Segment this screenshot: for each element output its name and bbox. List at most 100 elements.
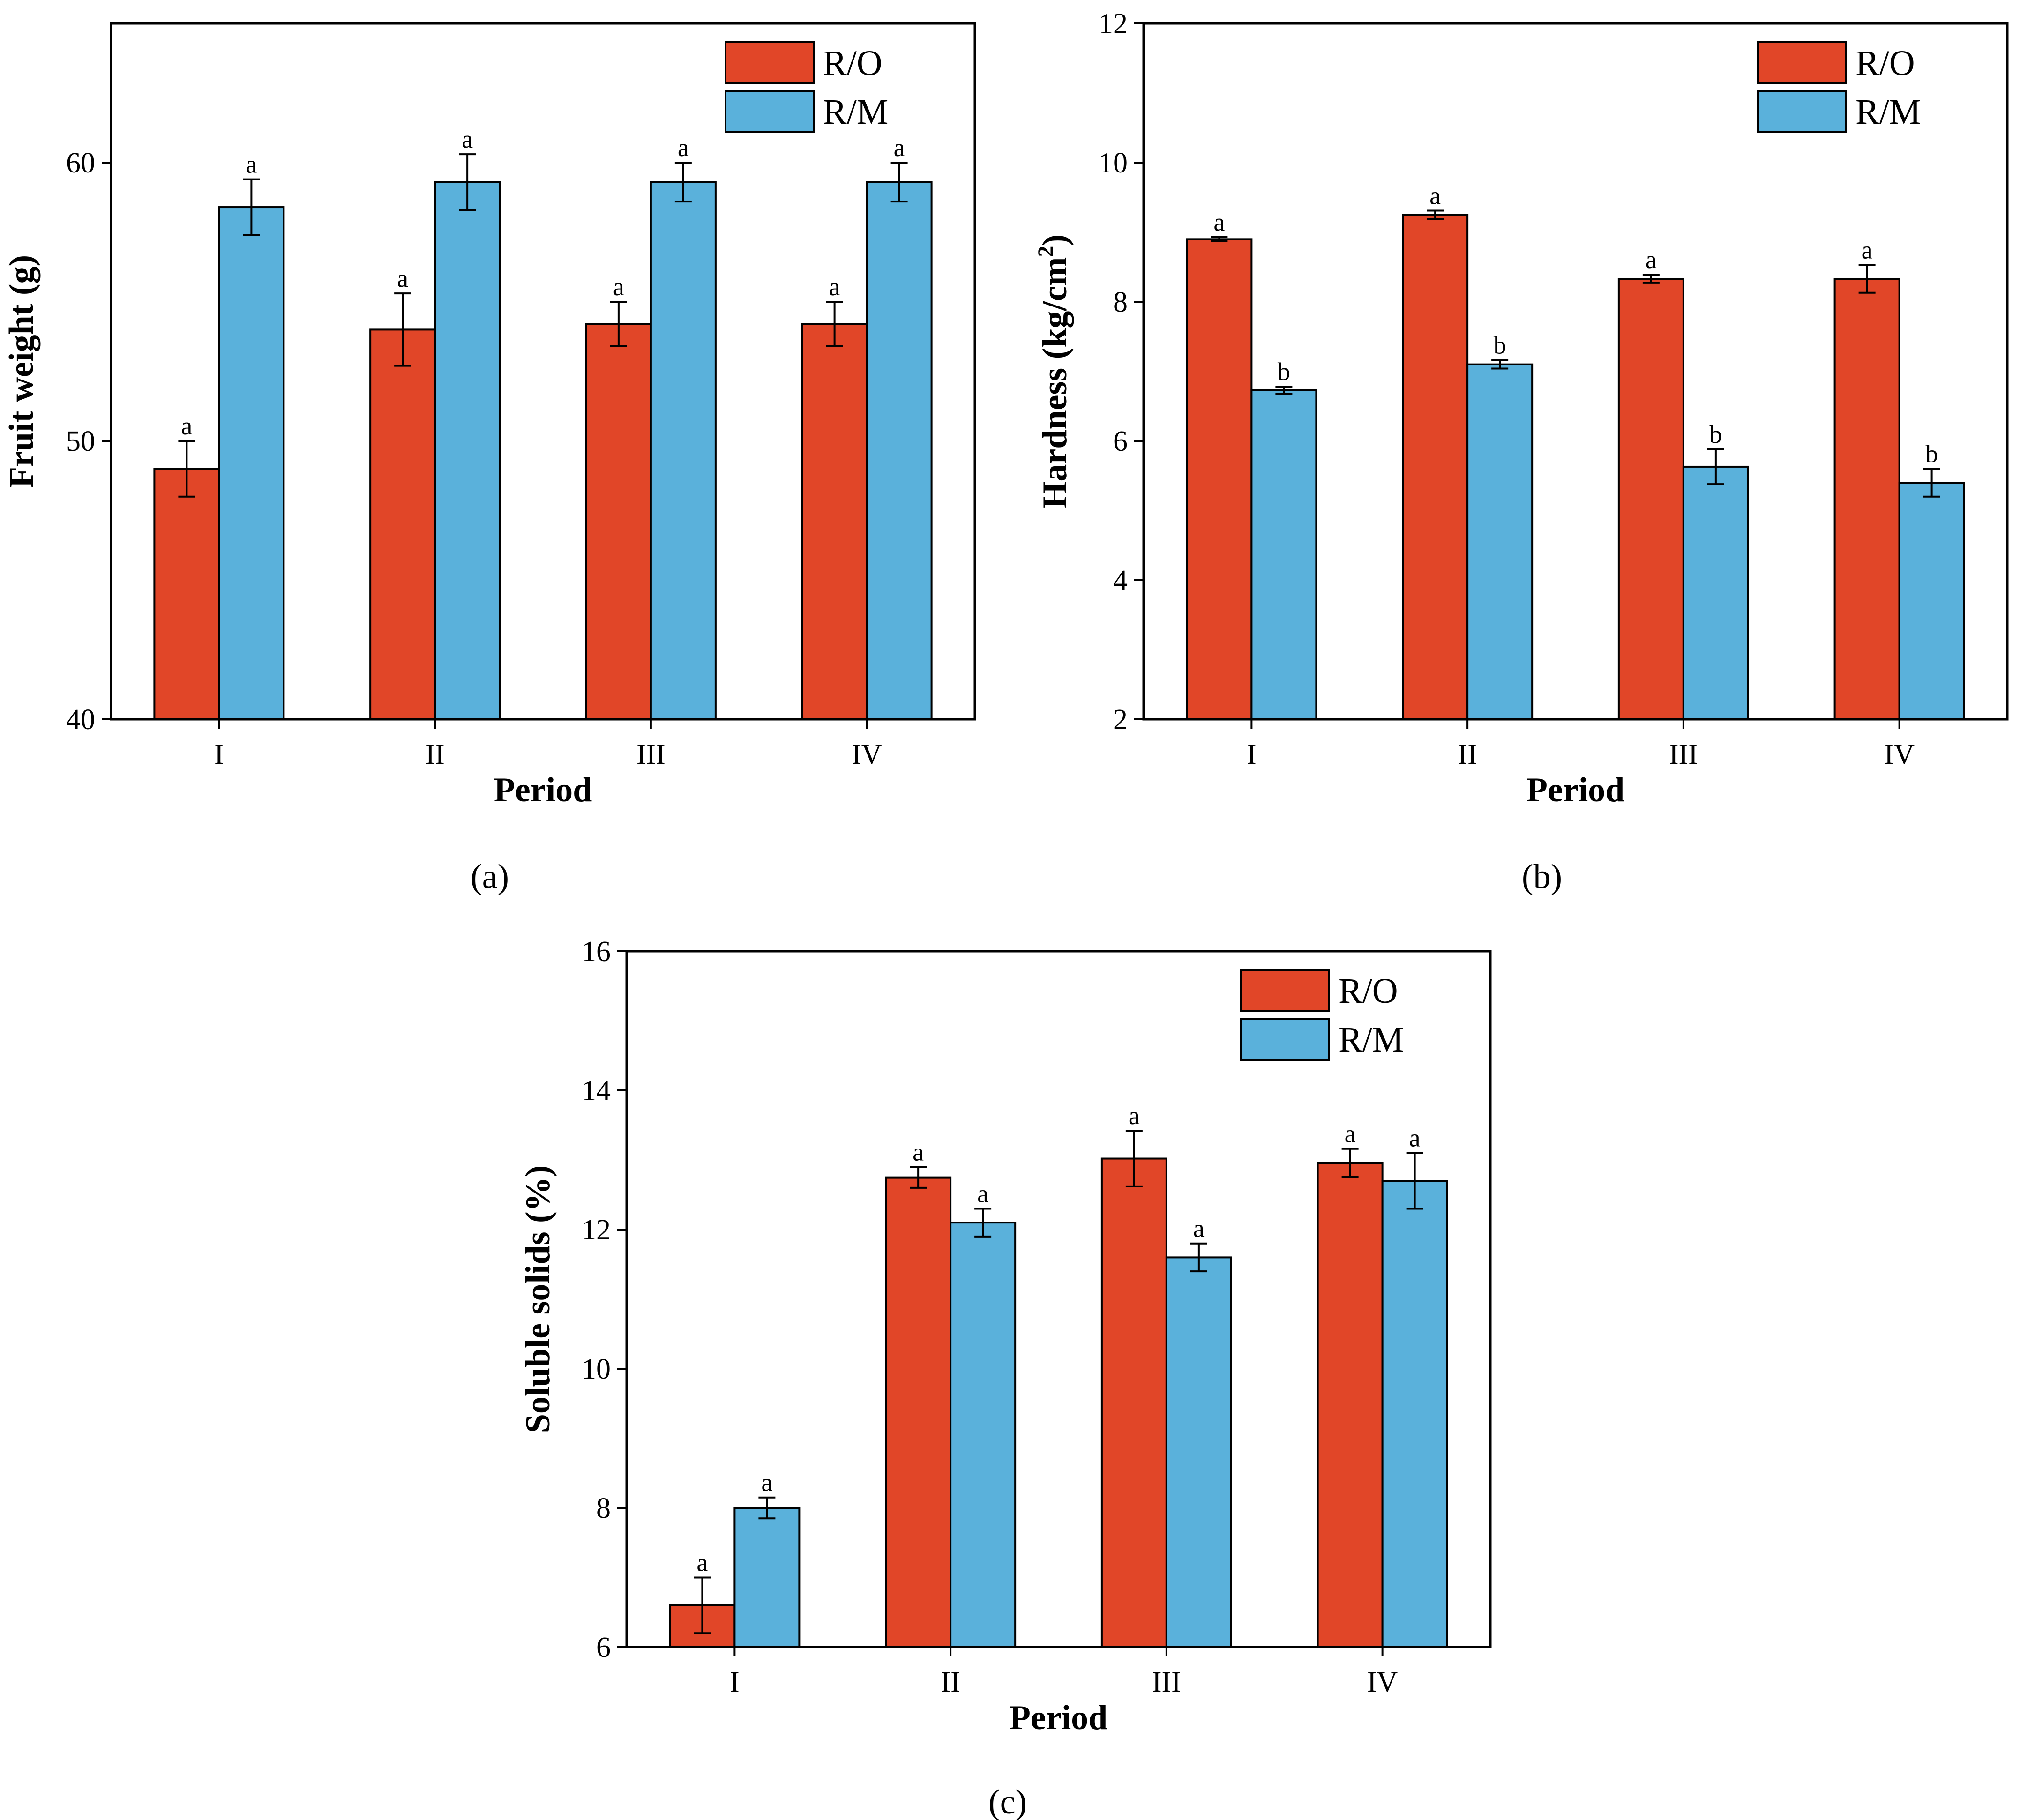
y-tick-label: 4 [1113, 565, 1128, 597]
panel-caption: (a) [471, 858, 509, 896]
y-tick-label: 10 [582, 1353, 611, 1385]
y-tick-label: 2 [1113, 704, 1128, 736]
significance-label: a [829, 273, 840, 301]
plot-frame [110, 22, 976, 721]
bar-ro-ii [885, 1176, 952, 1648]
bar-ro-iv [1317, 1162, 1384, 1648]
y-axis-title: Soluble solids (%) [519, 1165, 557, 1433]
significance-label: a [397, 264, 408, 292]
significance-label: a [1213, 208, 1225, 236]
y-axis-title-text: Fruit weight (g) [2, 255, 41, 488]
y-tick-label: 6 [1113, 425, 1128, 457]
y-axis-title-text: Soluble solids (%) [519, 1165, 557, 1433]
bar-rm-iv [1898, 482, 1965, 720]
legend-label: R/M [1855, 92, 1921, 132]
bar-ro-iv [801, 323, 868, 720]
legend-swatch-ro [1757, 41, 1847, 84]
bar-rm-ii [434, 181, 501, 721]
y-tick-label: 6 [596, 1632, 611, 1663]
bar-ro-iii [585, 323, 652, 720]
bar-ro-ii [369, 328, 436, 720]
y-tick-label: 8 [596, 1492, 611, 1524]
significance-label: b [1278, 358, 1290, 386]
legend-label: R/O [823, 44, 883, 83]
significance-label: a [1345, 1120, 1356, 1148]
legend-swatch-rm [1757, 90, 1847, 133]
y-tick-label: 12 [582, 1214, 611, 1246]
significance-label: a [1646, 246, 1657, 274]
significance-label: a [894, 134, 905, 162]
x-tick-label: IV [1884, 738, 1915, 770]
bar-rm-ii [950, 1222, 1017, 1648]
x-tick-label: III [1669, 738, 1698, 770]
bar-rm-iv [1381, 1180, 1448, 1648]
significance-label: a [1409, 1124, 1421, 1152]
y-axis-title-close: ) [1036, 234, 1074, 246]
y-tick-label: 40 [66, 704, 95, 736]
x-axis-title: Period [494, 771, 592, 809]
y-tick-label: 8 [1113, 286, 1128, 318]
x-tick-label: III [1152, 1666, 1181, 1698]
bar-rm-iii [1165, 1256, 1232, 1648]
significance-label: a [1129, 1102, 1140, 1130]
significance-label: b [1709, 420, 1722, 448]
legend-swatch-ro [1240, 969, 1330, 1012]
significance-label: a [246, 150, 257, 179]
y-axis-title: Hardness (kg/cm2) [1033, 234, 1074, 508]
x-axis-title: Period [1526, 771, 1625, 809]
significance-label: a [181, 412, 192, 440]
significance-label: a [462, 125, 473, 153]
y-tick-label: 50 [66, 425, 95, 457]
y-axis-title: Fruit weight (g) [2, 255, 41, 488]
bar-rm-iii [1682, 465, 1749, 720]
legend-label: R/M [823, 92, 888, 132]
y-tick-label: 14 [582, 1075, 611, 1107]
x-axis-title: Period [1010, 1699, 1108, 1737]
y-tick-label: 60 [66, 147, 95, 179]
bar-ro-i [1186, 238, 1253, 721]
panel-caption: (b) [1522, 858, 1562, 896]
y-tick-label: 10 [1099, 147, 1128, 179]
significance-label: b [1925, 440, 1938, 468]
x-tick-label: III [636, 738, 666, 770]
x-tick-label: I [214, 738, 224, 770]
bar-rm-ii [1466, 363, 1534, 720]
bar-rm-iv [866, 181, 933, 721]
x-tick-label: IV [852, 738, 883, 770]
x-tick-label: II [425, 738, 444, 770]
bar-rm-i [733, 1507, 801, 1648]
legend-label: R/O [1855, 44, 1915, 83]
x-tick-label: I [1247, 738, 1257, 770]
plot-frame [1142, 22, 2009, 721]
legend-swatch-rm [725, 90, 815, 133]
significance-label: a [913, 1138, 924, 1166]
legend-swatch-ro [725, 41, 815, 84]
y-tick-label: 16 [582, 936, 611, 968]
bar-rm-i [1250, 389, 1317, 720]
significance-label: a [1862, 236, 1873, 264]
legend-label: R/O [1339, 971, 1398, 1011]
bar-ro-iv [1833, 277, 1900, 720]
bar-rm-i [218, 206, 285, 720]
x-tick-label: II [941, 1666, 960, 1698]
significance-label: b [1494, 331, 1506, 359]
plot-frame [625, 950, 1492, 1648]
y-axis-title-superscript: 2 [1033, 246, 1058, 257]
bar-ro-iii [1100, 1157, 1167, 1648]
significance-label: a [1193, 1215, 1205, 1243]
bar-ro-iii [1617, 277, 1684, 720]
y-tick-label: 12 [1099, 8, 1128, 40]
bar-ro-ii [1402, 214, 1469, 720]
significance-label: a [678, 134, 689, 162]
significance-label: a [696, 1549, 708, 1577]
y-axis-title-text: Hardness (kg/cm [1036, 257, 1074, 509]
x-tick-label: II [1458, 738, 1477, 770]
panel-caption: (c) [988, 1783, 1027, 1820]
bar-ro-i [153, 468, 220, 720]
significance-label: a [613, 273, 624, 301]
legend-swatch-rm [1240, 1018, 1330, 1061]
